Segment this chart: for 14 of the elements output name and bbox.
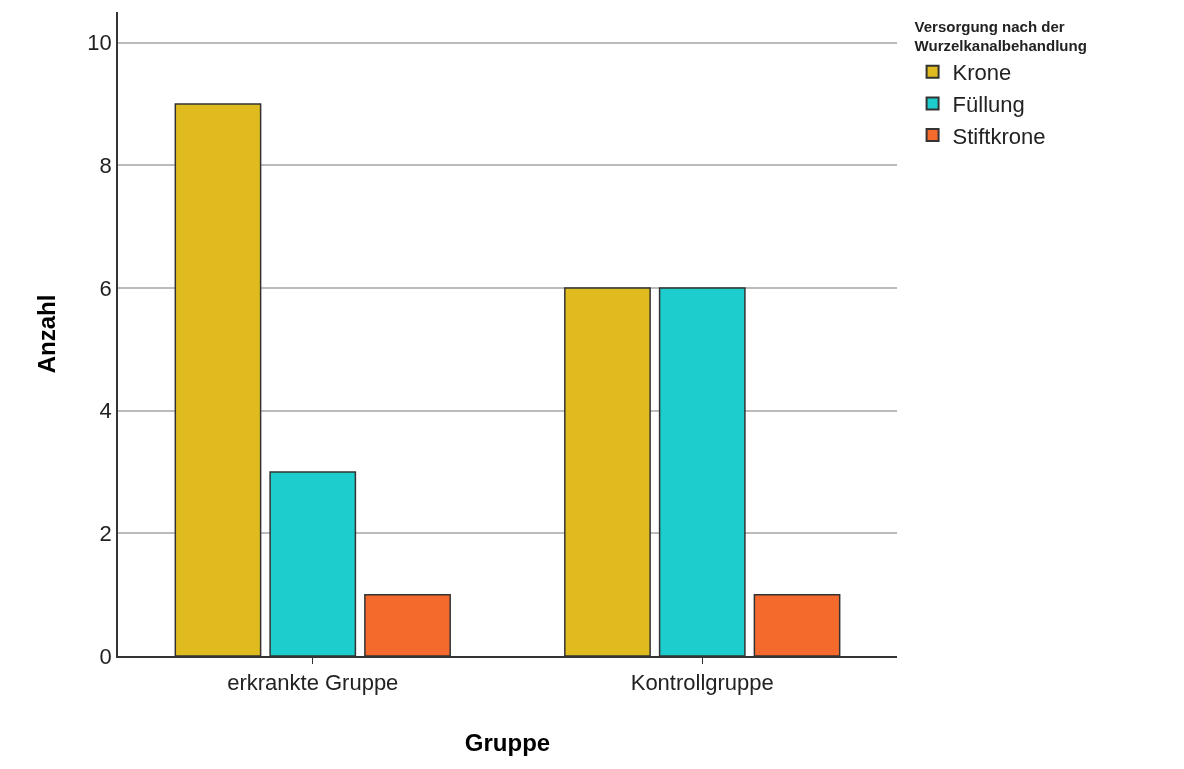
- x-axis-title: Gruppe: [464, 728, 551, 756]
- y-tick-label: 4: [99, 398, 112, 424]
- y-tick-label: 10: [87, 30, 112, 56]
- legend-label: Krone: [952, 60, 1012, 86]
- y-axis-title: Anzahl: [32, 294, 60, 374]
- x-tick-label: erkrankte Gruppe: [227, 670, 399, 696]
- legend-label: Stiftkrone: [952, 123, 1046, 149]
- y-tick-label: 8: [99, 153, 112, 179]
- y-tick-label: 6: [99, 275, 112, 301]
- x-tick-label: Kontrollgruppe: [630, 670, 774, 696]
- legend-label: Füllung: [952, 91, 1025, 117]
- legend-title: Versorgung nach der Wurzelkanalbehandlung: [914, 17, 1087, 54]
- y-tick-label: 0: [99, 643, 112, 669]
- y-tick-label: 2: [99, 521, 112, 547]
